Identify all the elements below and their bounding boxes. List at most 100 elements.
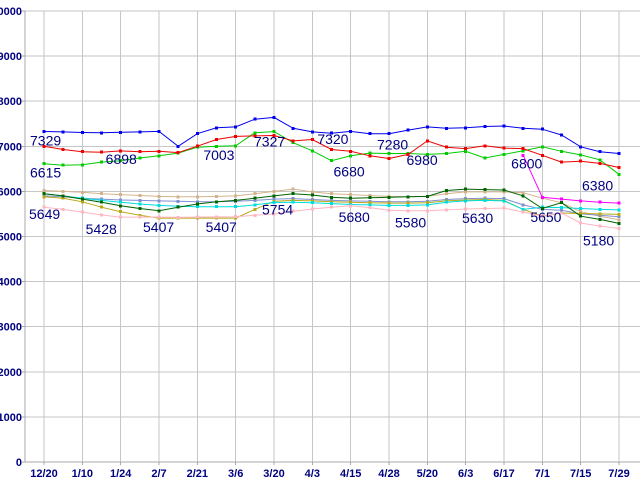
data-point-marker	[330, 159, 333, 163]
data-point-marker	[579, 214, 583, 218]
data-point-marker	[349, 154, 353, 158]
data-point-marker	[119, 204, 123, 208]
data-point-marker	[291, 192, 295, 196]
data-point-marker	[310, 130, 314, 134]
data-point-marker	[521, 126, 525, 130]
data-point-marker	[310, 199, 314, 203]
x-tick-label: 1/10	[72, 468, 93, 480]
data-point-marker	[80, 131, 84, 135]
x-tick-label: 2/7	[151, 468, 166, 480]
data-point-marker	[234, 134, 238, 138]
data-point-marker	[80, 210, 84, 214]
data-point-marker	[387, 132, 391, 136]
data-point-marker	[464, 126, 468, 130]
data-point-marker	[138, 215, 142, 219]
data-point-marker	[579, 199, 583, 203]
data-point-marker	[445, 126, 448, 130]
data-point-marker	[272, 130, 276, 134]
x-tick-label: 4/15	[340, 468, 361, 480]
data-point-marker	[560, 133, 563, 137]
data-point-marker	[195, 205, 199, 209]
data-point-marker	[368, 132, 372, 136]
data-point-marker	[61, 189, 65, 193]
data-point-marker	[540, 207, 544, 211]
data-point-marker	[445, 208, 448, 212]
point-label: 7329	[30, 132, 61, 148]
data-point-marker	[540, 153, 544, 157]
data-point-marker	[253, 196, 257, 200]
data-point-marker	[215, 138, 218, 142]
point-label: 5649	[29, 206, 60, 222]
data-point-marker	[215, 144, 218, 148]
data-point-marker	[330, 195, 333, 199]
data-point-marker	[617, 218, 621, 222]
data-point-marker	[291, 187, 295, 191]
x-tick-label: 7/1	[535, 468, 550, 480]
y-tick-label: 0	[16, 457, 22, 469]
data-point-marker	[502, 206, 506, 210]
point-label: 7320	[317, 131, 348, 147]
point-label: 6615	[30, 165, 61, 181]
y-tick-label: 2000	[0, 367, 22, 379]
data-point-marker	[157, 149, 161, 153]
data-point-marker	[387, 201, 391, 205]
x-axis-labels: 12/20 1/10 1/24 2/7 2/21 3/6 3/20 4/3 4/15 4/28 5/…	[30, 462, 630, 480]
x-tick-label: 6/3	[458, 468, 473, 480]
data-point-marker	[598, 161, 602, 165]
data-point-marker	[61, 194, 65, 198]
x-tick-label: 2/21	[187, 468, 208, 480]
data-point-marker	[157, 129, 161, 133]
data-point-marker	[445, 200, 448, 204]
data-point-marker	[502, 146, 506, 150]
data-point-marker	[387, 195, 391, 199]
data-point-marker	[100, 160, 103, 164]
data-point-marker	[483, 207, 487, 211]
data-point-marker	[445, 188, 448, 192]
data-point-marker	[349, 200, 353, 204]
data-point-marker	[521, 203, 525, 207]
data-point-marker	[253, 117, 257, 121]
data-point-marker	[598, 212, 602, 216]
data-point-marker	[387, 152, 391, 156]
data-point-marker	[349, 204, 353, 208]
data-point-marker	[291, 139, 295, 143]
point-label: 5407	[143, 219, 174, 235]
data-point-marker	[310, 149, 314, 153]
data-point-marker	[272, 194, 276, 198]
data-point-marker	[61, 196, 65, 200]
data-point-marker	[349, 193, 353, 197]
data-point-marker	[157, 203, 161, 207]
data-point-marker	[253, 134, 257, 138]
data-point-marker	[330, 147, 333, 151]
data-point-marker	[330, 205, 333, 209]
data-point-marker	[42, 144, 46, 148]
data-point-marker	[215, 205, 218, 209]
data-point-marker	[100, 200, 103, 204]
data-point-marker	[406, 201, 410, 205]
data-point-marker	[483, 124, 487, 128]
y-tick-label: 6000	[0, 186, 22, 198]
point-label: 7003	[203, 147, 234, 163]
data-point-marker	[80, 197, 84, 201]
data-point-marker	[598, 150, 602, 154]
data-point-marker	[406, 195, 410, 199]
data-point-marker	[119, 215, 123, 219]
data-point-marker	[80, 200, 84, 204]
data-point-marker	[330, 200, 333, 204]
series-tan-line	[42, 187, 621, 222]
data-point-marker	[291, 197, 295, 201]
data-point-marker	[579, 221, 583, 225]
data-point-marker	[349, 149, 353, 153]
x-tick-label: 3/6	[228, 468, 243, 480]
y-axis-labels: 1000090008000700060005000400030002000100…	[0, 6, 25, 469]
data-point-marker	[272, 115, 276, 119]
x-tick-label: 3/20	[263, 468, 284, 480]
data-point-marker	[425, 139, 429, 143]
data-point-marker	[387, 156, 391, 160]
data-point-marker	[195, 195, 199, 199]
data-point-marker	[579, 211, 583, 215]
data-point-marker	[560, 206, 563, 210]
data-point-marker	[387, 208, 391, 212]
data-point-marker	[483, 190, 487, 194]
data-point-marker	[138, 156, 142, 160]
